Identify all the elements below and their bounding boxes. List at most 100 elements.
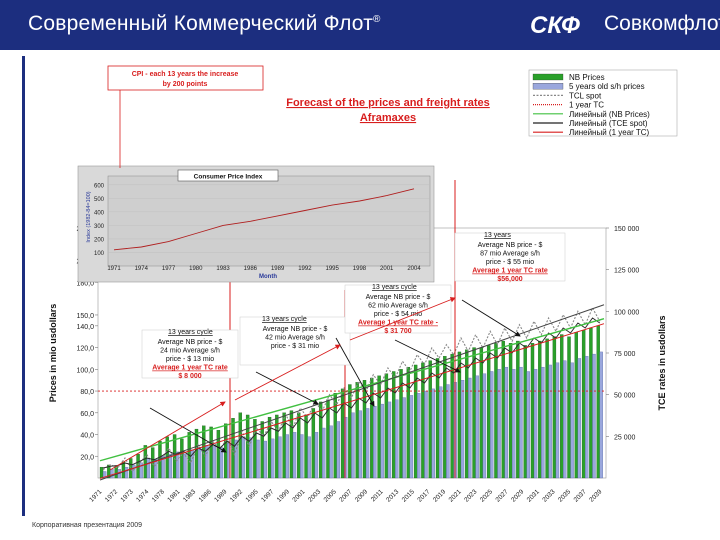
legend-label-2: TCL spot — [569, 91, 602, 100]
x-tick-label: 2037 — [573, 488, 588, 503]
x-tick-label: 2021 — [448, 488, 463, 503]
nb-price-bar — [238, 412, 243, 479]
x-tick-label: 2027 — [494, 488, 509, 503]
y-tick-label-3: 80,0 — [80, 389, 94, 396]
inset-y-tick-5: 600 — [94, 183, 105, 189]
legend-label-1: 5 years old s/h prices — [569, 82, 645, 91]
x-tick-label: 2025 — [479, 488, 494, 503]
annotation-arrow-4 — [109, 401, 226, 471]
nb-price-bar — [596, 325, 600, 479]
sh-price-bar — [300, 434, 304, 479]
annotation-arrow-1 — [255, 371, 319, 405]
title-bar: Современный Коммерческий Флот® СКФ Совко… — [0, 0, 720, 50]
cycle-label-0: 13 years cycle — [168, 329, 213, 336]
x-tick-label: 1995 — [244, 488, 259, 503]
sh-price-bar — [270, 438, 275, 479]
inset-title: Consumer Price Index — [194, 174, 263, 181]
x-tick-label: 1981 — [166, 488, 181, 503]
chart-subtitle: Aframaxes — [360, 112, 416, 124]
x-tick-label: 1997 — [260, 488, 275, 503]
x-tick-label: 2031 — [526, 488, 541, 503]
x-tick-label: 2011 — [370, 488, 385, 503]
y-tick-label-5: 120,0 — [76, 346, 94, 353]
x-tick-label: 2003 — [307, 488, 322, 503]
sh-price-bar — [322, 427, 326, 479]
annotation-arrow-6 — [349, 297, 456, 341]
inset-y-tick-4: 500 — [94, 197, 105, 203]
sh-price-bar — [329, 425, 333, 479]
title-text: Современный Коммерческий Флот — [28, 12, 374, 35]
legend-swatch-0 — [532, 73, 564, 81]
nb-price-bar — [209, 426, 213, 479]
cpi-inset-chart: Consumer Price Index Index (1982-84=100) M… — [77, 165, 435, 283]
annotation-arrow-2 — [335, 337, 375, 407]
inset-y-tick-2: 300 — [94, 224, 105, 230]
legend-label-5: Линейный (TCE spot) — [569, 119, 648, 128]
left-accent-rule — [22, 56, 25, 516]
presentation-title: Современный Коммерческий Флот® — [28, 12, 381, 36]
annotation-tc-value-2: $ 31 700 — [384, 328, 411, 335]
legend-label-6: Линейный (1 year TC) — [569, 128, 650, 137]
legend-label-0: NB Prices — [569, 73, 605, 82]
sh-price-bar — [475, 375, 479, 479]
inset-x-tick-3: 1980 — [189, 266, 203, 272]
annotation-text-1-1: 42 mio Average s/h — [265, 335, 325, 342]
logo-text: Совкомфлот — [604, 12, 720, 35]
y2-tick-label-4: 125 000 — [614, 268, 639, 275]
y2-axis-label: TCE rates in usdollars — [657, 315, 667, 410]
nb-price-bar — [289, 410, 294, 479]
legend-swatch-1 — [532, 83, 564, 90]
annotation-box-2 — [344, 284, 452, 334]
x-tick-label: 2039 — [588, 488, 603, 503]
nb-price-bar — [574, 332, 579, 479]
cycle-label-3: 13 years — [484, 232, 511, 239]
y2-tick-label-2: 75 000 — [614, 351, 636, 358]
cpi-note-line-1: CPI - each 13 years the increase — [132, 71, 239, 78]
sh-price-bar — [278, 436, 282, 479]
nb-price-bar — [443, 356, 447, 479]
nb-price-bar — [297, 412, 301, 479]
sh-price-bar — [431, 388, 435, 479]
inset-x-tick-10: 2001 — [380, 266, 394, 272]
sh-price-bar — [504, 366, 509, 479]
x-tick-label: 2017 — [416, 488, 431, 503]
cpi-note-line-2: by 200 points — [163, 81, 208, 88]
annotation-text-3-2: price - $ 55 mio — [486, 259, 534, 266]
inset-y-tick-1: 200 — [94, 237, 105, 243]
annotation-text-1-2: price - $ 31 mio — [271, 343, 319, 350]
nb-price-bar — [538, 340, 542, 479]
sh-price-bar — [511, 369, 516, 479]
sh-price-bar — [139, 462, 143, 479]
x-tick-label: 2029 — [510, 488, 525, 503]
sh-price-bar — [482, 373, 487, 479]
sh-price-bar — [132, 464, 136, 479]
sh-price-bar — [497, 369, 501, 479]
sh-price-bar — [395, 399, 399, 479]
annotation-text-2-1: 62 mio Average s/h — [368, 303, 428, 310]
annotation-box-0 — [141, 329, 239, 379]
sh-price-bar — [417, 393, 421, 479]
annotation-box-1 — [239, 316, 351, 366]
nb-price-bar — [516, 340, 520, 479]
x-tick-label: 2013 — [385, 488, 400, 503]
y-tick-label-7: 150,0 — [76, 313, 94, 320]
x-tick-label: 1999 — [276, 488, 291, 503]
inset-y-label: Index (1982-84=100) — [86, 191, 92, 242]
sh-price-bar — [365, 408, 370, 479]
nb-price-bar — [494, 343, 498, 479]
nb-price-bar — [304, 414, 308, 479]
sh-price-bar — [175, 451, 180, 479]
annotation-text-2-0: Average NB price - $ — [366, 294, 431, 301]
cycle-label-2: 13 years cycle — [372, 284, 417, 291]
x-tick-label: 1992 — [229, 488, 244, 503]
sh-price-bar — [307, 436, 311, 479]
x-tick-label: 2019 — [432, 488, 447, 503]
sh-price-bar — [541, 366, 545, 479]
nb-price-bar — [194, 428, 199, 479]
annotation-tc-label-3: Average 1 year TC rate — [472, 268, 548, 275]
nb-price-bar — [472, 347, 476, 479]
sh-price-bar — [241, 436, 246, 479]
sh-price-bar — [285, 434, 289, 479]
sh-price-bar — [424, 390, 428, 479]
